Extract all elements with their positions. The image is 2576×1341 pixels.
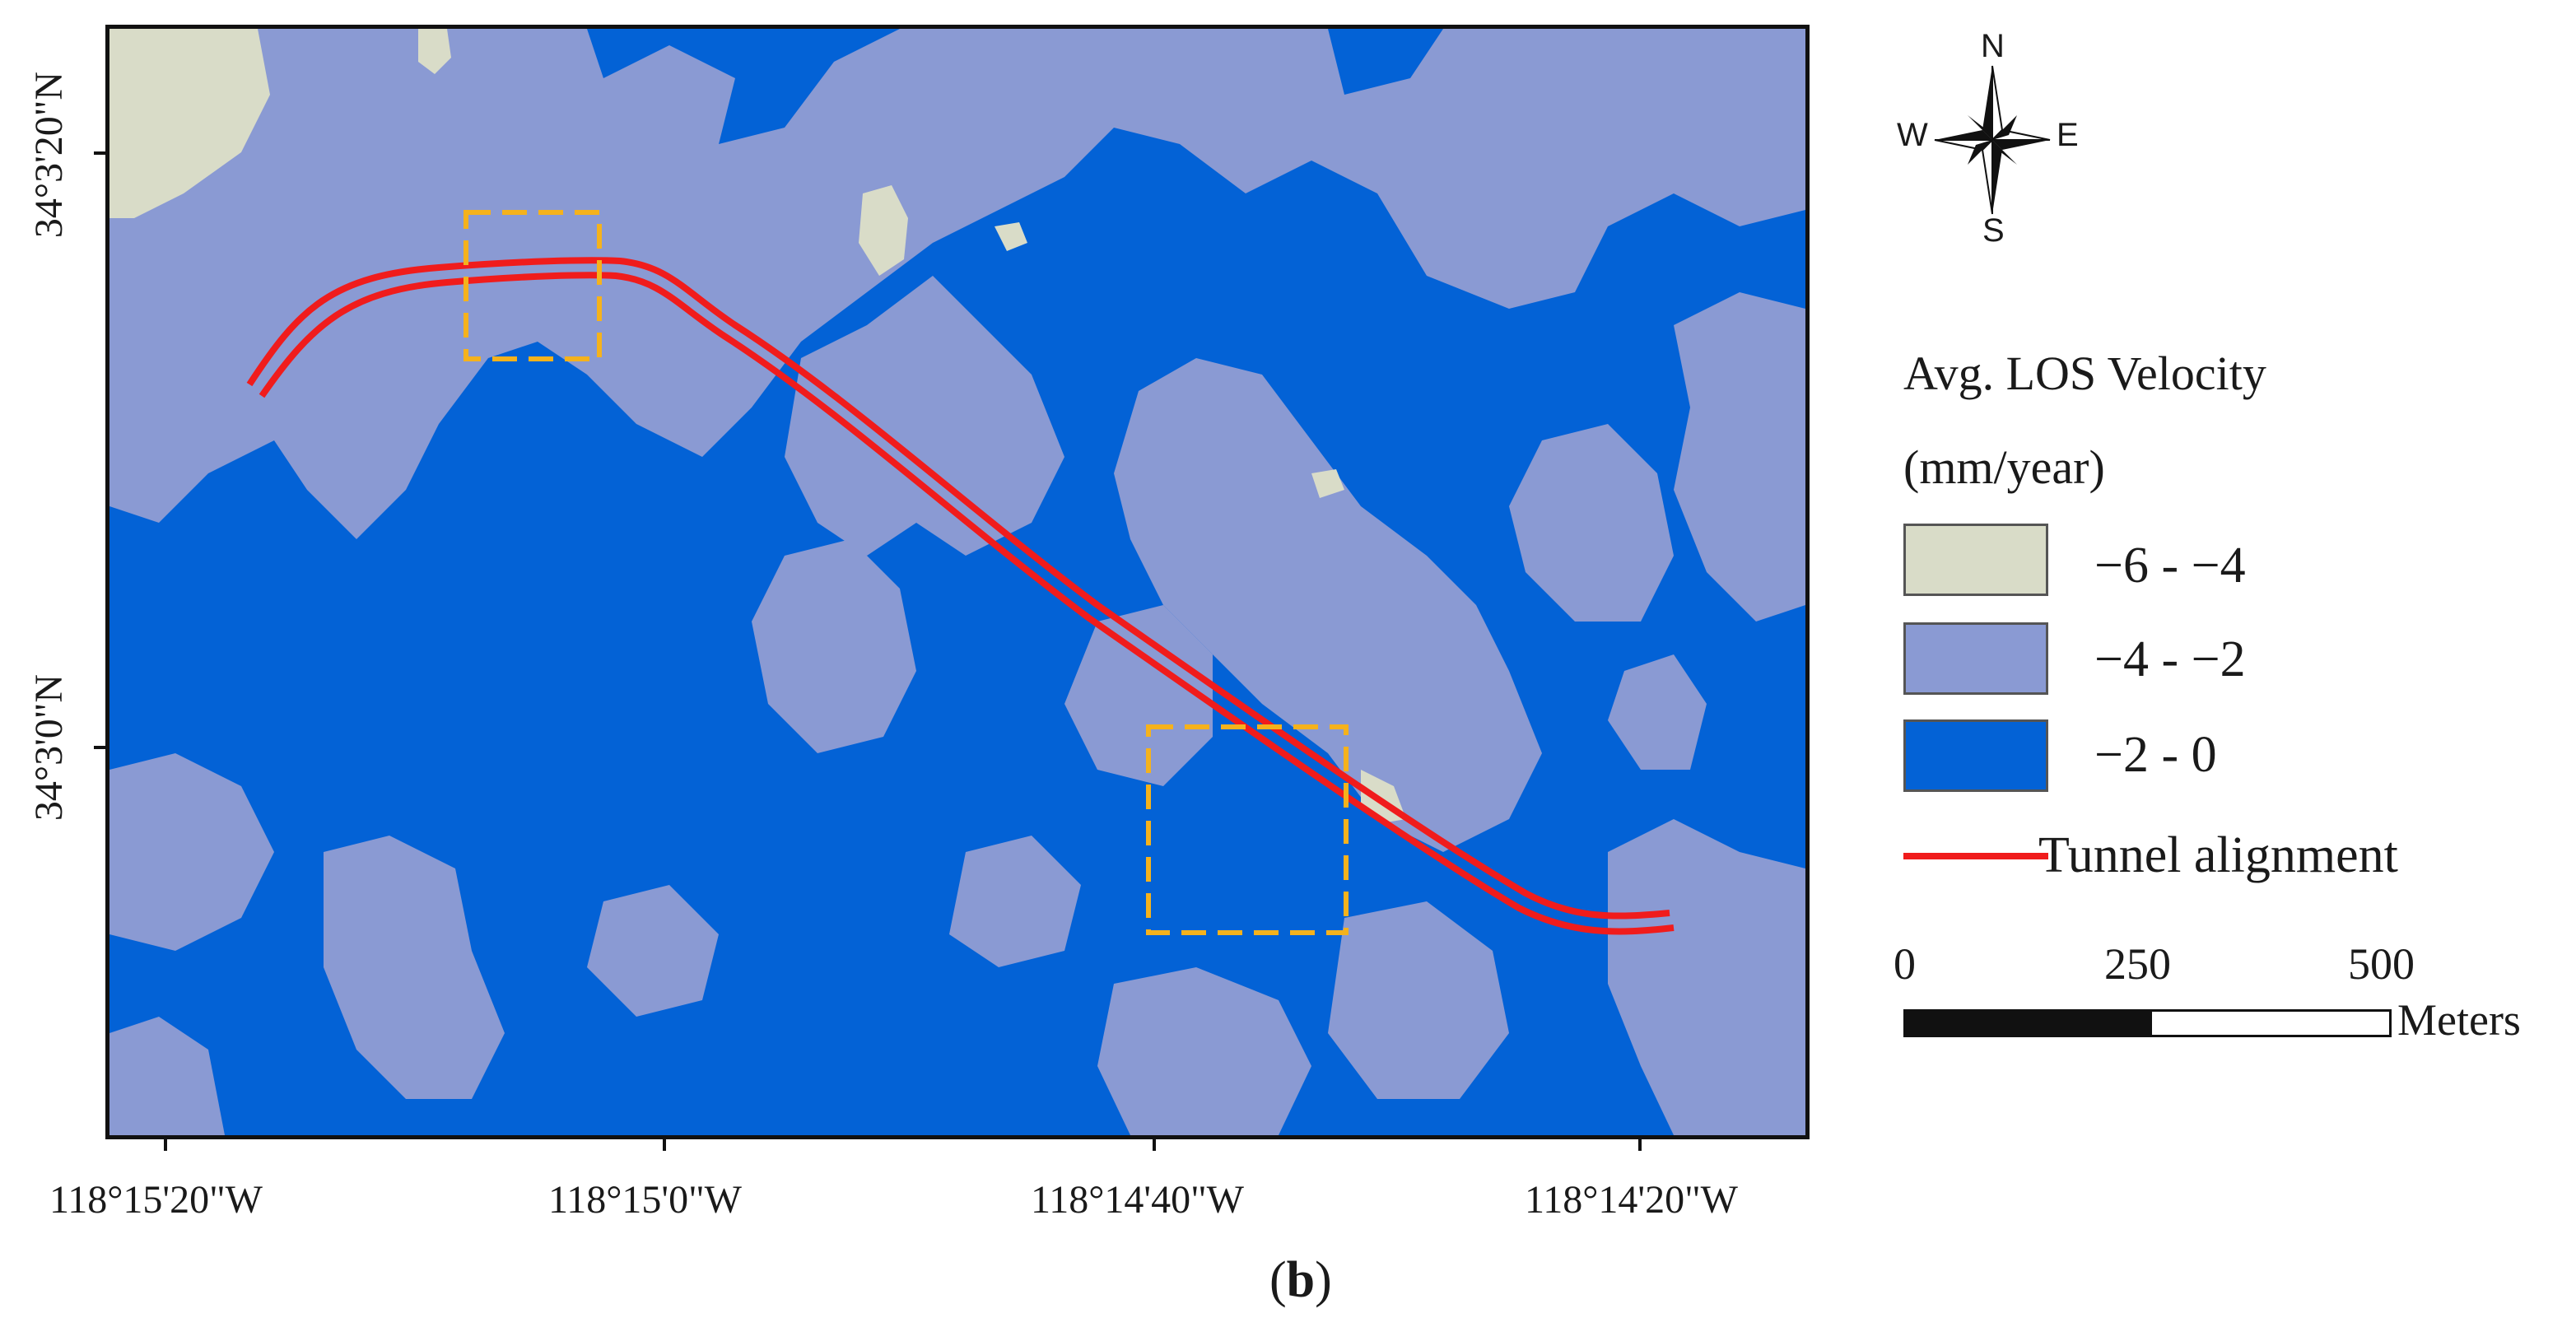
x-tick-mark-3 (1153, 1139, 1156, 1151)
x-tick-mark-1 (164, 1139, 167, 1151)
y-tick-label-2: 34°3'0"N (27, 673, 71, 822)
highlight-box-2 (1146, 724, 1349, 935)
compass-rose-icon (1934, 65, 2051, 215)
class-high-patches (109, 29, 1406, 823)
scale-segment-black (1903, 1009, 2152, 1037)
map-panel (105, 25, 1810, 1139)
compass-west-label: W (1897, 117, 1928, 153)
scale-label-250: 250 (2104, 939, 2171, 989)
scale-label-0: 0 (1894, 939, 1916, 989)
compass-east-label: E (2057, 117, 2079, 153)
legend-label-mid: −4 - −2 (2094, 631, 2246, 687)
legend-swatch-low (1903, 719, 2048, 792)
legend-label-low: −2 - 0 (2094, 727, 2217, 783)
deformation-map (109, 29, 1805, 1135)
legend-line-tunnel (1903, 853, 2048, 859)
y-tick-mark-2 (94, 746, 105, 749)
panel-label-close: ) (1315, 1252, 1332, 1308)
x-tick-label-2: 118°15'0"W (548, 1178, 742, 1222)
scale-unit: Meters (2397, 995, 2521, 1045)
x-tick-label-1: 118°15'20"W (49, 1178, 263, 1222)
compass-north-label: N (1981, 28, 2005, 64)
legend-label-tunnel: Tunnel alignment (2038, 827, 2398, 883)
scale-label-500: 500 (2348, 939, 2415, 989)
legend-title: Avg. LOS Velocity (1903, 347, 2266, 400)
scale-segment-white (2150, 1009, 2392, 1037)
north-arrow: N S W E (1894, 28, 2091, 249)
panel-label-open: ( (1269, 1252, 1287, 1308)
tunnel-alignment (246, 257, 1675, 935)
highlight-boxes (463, 210, 1349, 935)
panel-label-letter: b (1286, 1252, 1316, 1308)
legend-swatch-high (1903, 524, 2048, 596)
x-tick-label-3: 118°14'40"W (1031, 1178, 1244, 1222)
x-tick-mark-2 (663, 1139, 666, 1151)
compass-south-label: S (1982, 212, 2005, 249)
x-tick-mark-4 (1638, 1139, 1642, 1151)
legend-subtitle: (mm/year) (1903, 440, 2105, 494)
class-mid-patches (109, 29, 1805, 1135)
panel-label: (b) (1269, 1251, 1332, 1310)
highlight-box-1 (463, 210, 602, 361)
legend-label-high: −6 - −4 (2094, 538, 2246, 594)
y-tick-label-1: 34°3'20"N (27, 71, 71, 239)
x-tick-label-4: 118°14'20"W (1525, 1178, 1738, 1222)
legend-swatch-mid (1903, 622, 2048, 695)
y-tick-mark-1 (94, 151, 105, 155)
